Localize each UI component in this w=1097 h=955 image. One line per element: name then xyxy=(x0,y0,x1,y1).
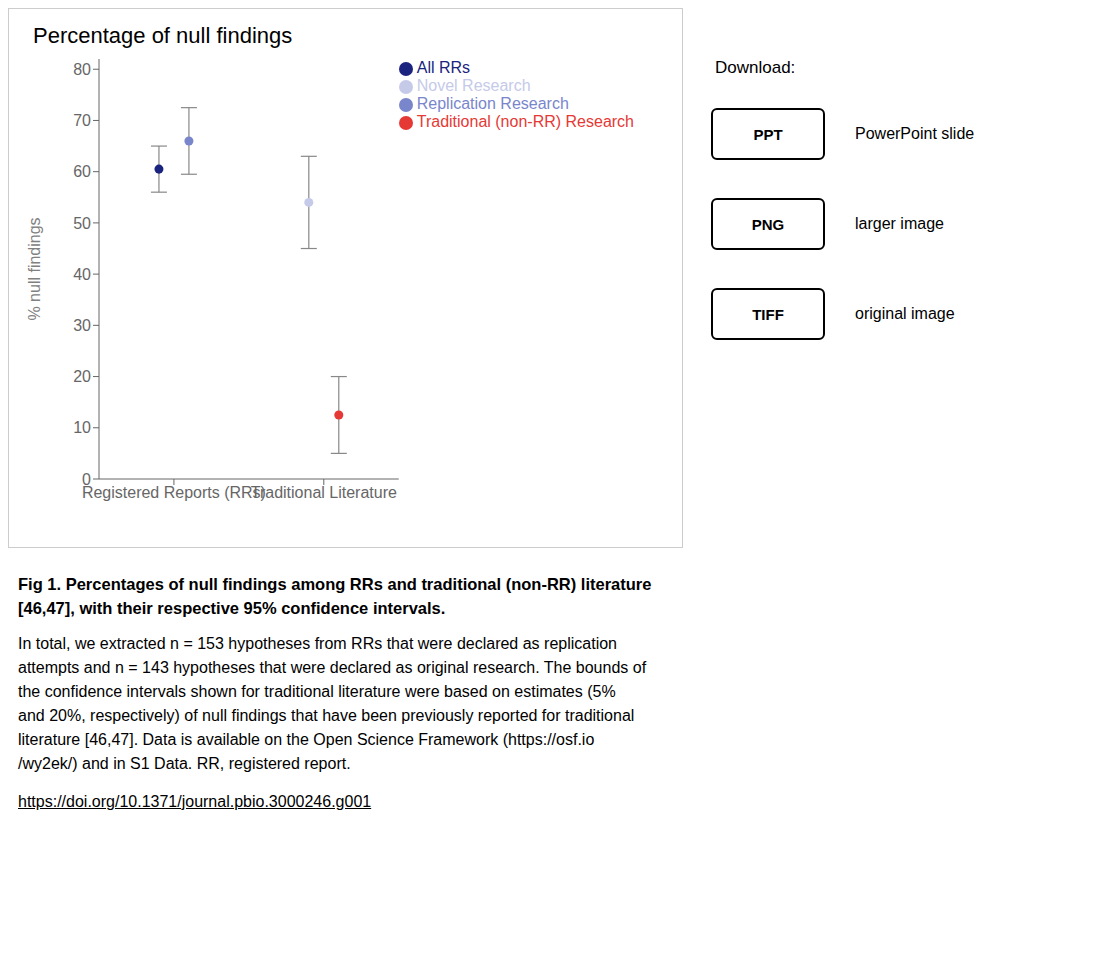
html-text:[46,47], with their respective: [46,47], with their respective 95% confi… xyxy=(18,599,446,617)
html-text:PNG: PNG xyxy=(751,215,785,233)
svg-text:Registered Reports (RRs): Registered Reports (RRs) xyxy=(82,484,266,501)
html-text:PPT: PPT xyxy=(753,125,783,143)
svg-text:% null findings: % null findings xyxy=(26,217,43,320)
html-text:In total, we extracted n = 153: In total, we extracted n = 153 hypothese… xyxy=(18,635,617,652)
html-text:Percentage of null findings: Percentage of null findings xyxy=(33,23,293,48)
svg-text:30: 30 xyxy=(73,317,91,334)
html-text:the confidence intervals shown: the confidence intervals shown for tradi… xyxy=(18,683,616,700)
html-text:larger image: larger image xyxy=(855,215,944,232)
svg-text:Traditional Literature: Traditional Literature xyxy=(251,484,397,501)
svg-text:40: 40 xyxy=(73,266,91,283)
svg-text:80: 80 xyxy=(73,61,91,78)
html-text:and 20%, respectively) of null: and 20%, respectively) of null findings … xyxy=(18,707,635,724)
html-text:Download:: Download: xyxy=(715,58,796,77)
svg-text:0: 0 xyxy=(82,471,91,488)
html-text:literature [46,47]. Data is av: literature [46,47]. Data is available on… xyxy=(18,731,595,748)
svg-text:50: 50 xyxy=(73,215,91,232)
html-text:Fig 1. Percentages of null fin: Fig 1. Percentages of null findings amon… xyxy=(18,575,652,593)
html-text:/wy2ek/) and in S1 Data. RR, r: /wy2ek/) and in S1 Data. RR, registered … xyxy=(18,755,351,772)
html-text:Replication Research: Replication Research xyxy=(416,95,569,112)
html-text:Traditional (non-RR) Research: Traditional (non-RR) Research xyxy=(416,113,634,130)
svg-text:20: 20 xyxy=(73,368,91,385)
html-text:attempts and n = 143 hypothese: attempts and n = 143 hypotheses that wer… xyxy=(18,659,647,676)
html-text:TIFF: TIFF xyxy=(752,305,784,323)
html-text:All RRs: All RRs xyxy=(416,59,471,76)
svg-text:60: 60 xyxy=(73,163,91,180)
html-text:original image: original image xyxy=(855,305,955,322)
html-text:PowerPoint slide: PowerPoint slide xyxy=(855,125,975,142)
svg-text:10: 10 xyxy=(73,419,91,436)
html-text:Novel Research: Novel Research xyxy=(416,77,531,94)
html-text:https://doi.org/10.1371/journa: https://doi.org/10.1371/journal.pbio.300… xyxy=(18,793,372,810)
svg-text:70: 70 xyxy=(73,112,91,129)
